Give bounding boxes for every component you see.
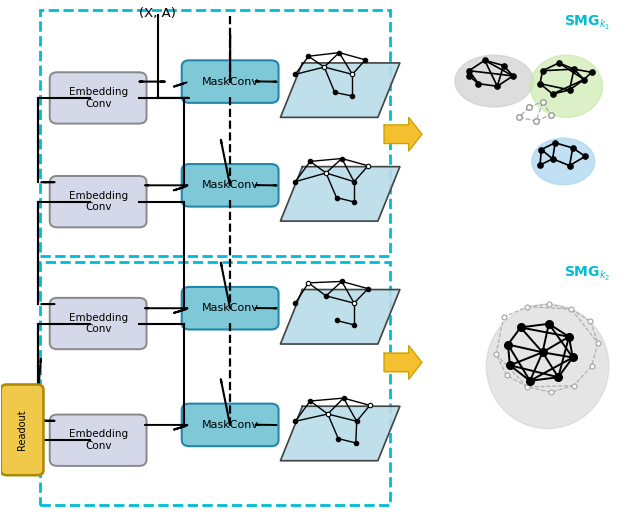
Polygon shape xyxy=(384,346,422,379)
Ellipse shape xyxy=(530,55,602,118)
Text: Readout: Readout xyxy=(17,410,27,450)
FancyBboxPatch shape xyxy=(50,414,147,466)
Text: (X, A): (X, A) xyxy=(139,7,176,20)
FancyBboxPatch shape xyxy=(1,384,43,475)
Text: MaskConv: MaskConv xyxy=(202,180,259,190)
FancyBboxPatch shape xyxy=(181,164,278,206)
Polygon shape xyxy=(280,166,400,221)
Text: Embedding
Conv: Embedding Conv xyxy=(69,313,128,334)
Text: MaskConv: MaskConv xyxy=(202,420,259,430)
Ellipse shape xyxy=(532,138,595,185)
Text: MaskConv: MaskConv xyxy=(202,303,259,313)
Ellipse shape xyxy=(455,55,534,107)
Polygon shape xyxy=(384,118,422,151)
Polygon shape xyxy=(280,63,400,118)
FancyBboxPatch shape xyxy=(50,72,147,124)
Text: Embedding
Conv: Embedding Conv xyxy=(69,191,128,213)
Polygon shape xyxy=(280,290,400,344)
Polygon shape xyxy=(280,406,400,461)
Text: SMG$_{k_1}$: SMG$_{k_1}$ xyxy=(564,14,610,32)
FancyBboxPatch shape xyxy=(181,60,278,103)
FancyBboxPatch shape xyxy=(50,298,147,349)
Bar xyxy=(40,262,391,505)
Text: SMG$_{k_2}$: SMG$_{k_2}$ xyxy=(564,265,610,283)
FancyBboxPatch shape xyxy=(181,404,278,446)
Ellipse shape xyxy=(486,304,609,428)
Text: Embedding
Conv: Embedding Conv xyxy=(69,430,128,451)
Bar xyxy=(40,9,391,256)
FancyBboxPatch shape xyxy=(50,176,147,227)
Text: MaskConv: MaskConv xyxy=(202,76,259,87)
Text: Embedding
Conv: Embedding Conv xyxy=(69,87,128,109)
FancyBboxPatch shape xyxy=(181,287,278,330)
